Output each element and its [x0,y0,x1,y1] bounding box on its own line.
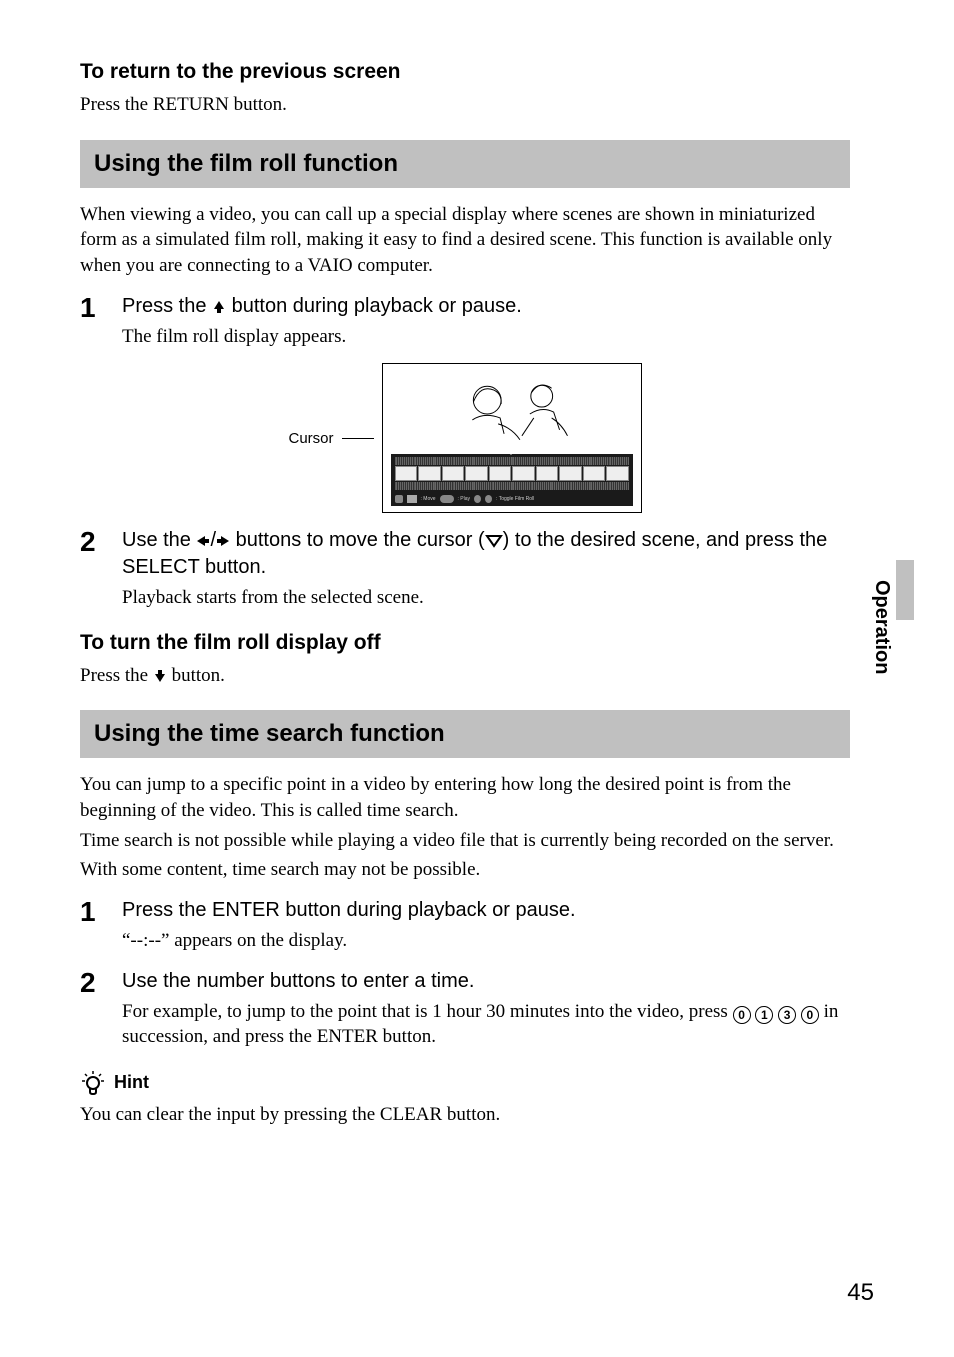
page-number: 45 [847,1279,874,1307]
ts-step1-sub: “--:--” appears on the display. [122,928,850,954]
step-body: Press the button during playback or paus… [122,293,850,350]
tv-thumbnail-frames [395,466,629,481]
side-tab-label: Operation [870,580,893,674]
text-filmroll-intro: When viewing a video, you can call up a … [80,202,850,279]
heading-return-previous: To return to the previous screen [80,60,850,84]
text-turnoff-body: Press the button. [80,663,850,689]
side-tab: Operation [870,580,894,740]
text-hint-body: You can clear the input by pressing the … [80,1102,850,1128]
circled-digit-icon: 1 [755,1006,773,1024]
section-bar-timesearch: Using the time search function [80,710,850,758]
tv-controls-bar: : Move : Play : Toggle Film Roll [391,454,633,506]
ts-step2-lead: Use the number buttons to enter a time. [122,968,850,995]
left-arrow-icon [196,534,210,548]
step-number: 1 [80,897,122,928]
legend-move: : Move [421,496,436,502]
ts-step-2: 2 Use the number buttons to enter a time… [80,968,850,1050]
side-tab-bar [896,560,914,620]
step2-lead-a: Use the [122,529,196,551]
circled-digit-icon: 3 [778,1006,796,1024]
step1-lead-a: Press the [122,295,212,317]
step2-lead-b: buttons to move the cursor ( [230,529,485,551]
step-1: 1 Press the button during playback or pa… [80,293,850,350]
step-number: 1 [80,293,122,324]
section-title-timesearch: Using the time search function [94,720,836,748]
right-arrow-icon [216,534,230,548]
page-content: To return to the previous screen Press t… [80,60,850,1128]
select-pill-icon [440,495,454,503]
dot-icon [485,495,492,503]
hint-row: Hint [80,1070,850,1096]
step1-lead-b: button during playback or pause. [226,295,522,317]
down-arrow-icon [153,669,167,683]
step1-sub: The film roll display appears. [122,324,850,350]
step-number: 2 [80,968,122,999]
hint-label: Hint [114,1072,149,1093]
section-title-filmroll: Using the film roll function [94,150,836,178]
tv-filmstrip-top [395,457,629,465]
tv-illustration: : Move : Play : Toggle Film Roll [382,363,642,513]
cursor-label: Cursor [288,430,333,447]
cursor-leader-line [342,438,374,439]
circled-digit-icon: 0 [801,1006,819,1024]
step-2: 2 Use the / buttons to move the cursor (… [80,527,850,611]
legend-play: : Play [458,496,471,502]
circled-digit-icon: 0 [733,1006,751,1024]
tv-cursor-marker-icon [507,450,515,455]
text-timesearch-p2: Time search is not possible while playin… [80,828,850,854]
down-triangle-outline-icon [485,534,503,548]
arrow-circle-icon [395,495,403,503]
home-icon [407,495,417,503]
hint-bulb-icon [80,1070,106,1096]
up-arrow-icon [212,300,226,314]
step-body: Use the number buttons to enter a time. … [122,968,850,1050]
legend-toggle: : Toggle Film Roll [496,496,534,502]
step-body: Use the / buttons to move the cursor () … [122,527,850,611]
ts-step2-sub-a: For example, to jump to the point that i… [122,1001,733,1022]
turnoff-a: Press the [80,665,153,686]
step2-lead: Use the / buttons to move the cursor () … [122,527,850,581]
step2-sub: Playback starts from the selected scene. [122,585,850,611]
tv-filmstrip-bottom [395,482,629,490]
text-timesearch-p1: You can jump to a specific point in a vi… [80,772,850,823]
tv-bottom-legend: : Move : Play : Toggle Film Roll [395,494,629,504]
step-body: Press the ENTER button during playback o… [122,897,850,954]
heading-turn-off: To turn the film roll display off [80,631,850,655]
ts-step2-sub: For example, to jump to the point that i… [122,999,850,1050]
tv-scene-drawing [403,374,621,452]
step-number: 2 [80,527,122,558]
ts-step-1: 1 Press the ENTER button during playback… [80,897,850,954]
turnoff-b: button. [167,665,225,686]
text-return-body: Press the RETURN button. [80,92,850,118]
ts-step1-lead: Press the ENTER button during playback o… [122,897,850,924]
section-bar-filmroll: Using the film roll function [80,140,850,188]
figure-filmroll: Cursor [80,363,850,513]
dot-icon [474,495,481,503]
text-timesearch-p3: With some content, time search may not b… [80,857,850,883]
step1-lead: Press the button during playback or paus… [122,293,850,320]
